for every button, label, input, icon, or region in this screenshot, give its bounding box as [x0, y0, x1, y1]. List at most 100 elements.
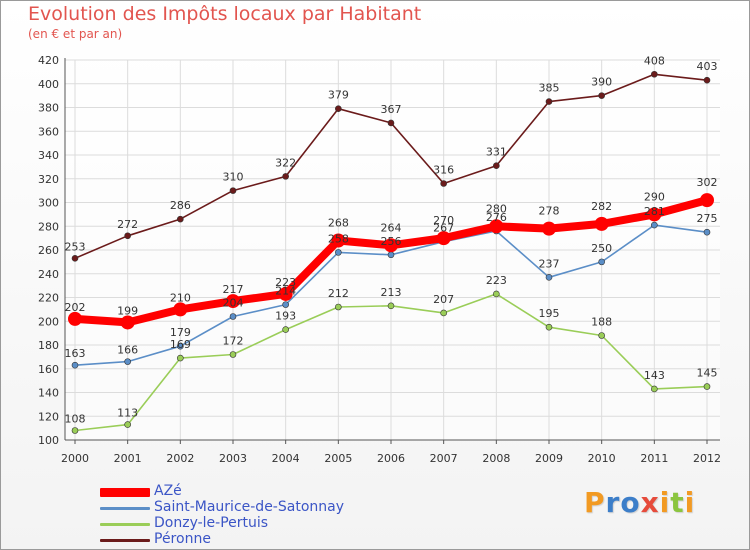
x-tick-label: 2006: [377, 452, 405, 465]
data-label: 199: [117, 304, 138, 317]
data-point: [177, 354, 184, 362]
logo-letter: o: [620, 486, 641, 519]
data-point: [651, 221, 658, 229]
data-point: [594, 216, 609, 231]
data-point: [124, 232, 131, 240]
data-point: [124, 358, 131, 365]
data-point: [545, 323, 553, 331]
data-label: 281: [644, 205, 665, 218]
data-point: [278, 286, 293, 301]
data-point: [542, 221, 556, 236]
data-point: [229, 313, 237, 320]
y-tick-label: 200: [38, 315, 59, 328]
data-point: [703, 76, 711, 84]
data-point: [177, 342, 184, 350]
y-tick-label: 140: [38, 387, 59, 400]
y-tick-label: 300: [38, 197, 59, 210]
data-label: 268: [328, 217, 349, 230]
data-point: [387, 251, 395, 259]
y-tick-label: 160: [38, 363, 59, 376]
data-label: 108: [65, 413, 86, 426]
data-label: 145: [697, 367, 718, 380]
data-point: [226, 294, 240, 309]
data-point: [335, 249, 342, 256]
data-label: 258: [328, 232, 349, 245]
proxiti-logo: Proxiti: [584, 486, 695, 519]
data-point: [229, 351, 237, 358]
y-tick-label: 420: [38, 54, 59, 67]
chart-subtitle: (en € et par an): [28, 27, 123, 41]
y-tick-label: 320: [38, 173, 59, 186]
data-label: 217: [223, 283, 244, 296]
x-tick-label: 2004: [272, 452, 300, 465]
data-label: 379: [328, 89, 349, 102]
data-point: [387, 119, 395, 127]
data-point: [282, 326, 289, 333]
x-tick-label: 2001: [114, 452, 142, 465]
data-label: 223: [275, 276, 296, 289]
data-label: 214: [275, 285, 296, 298]
legend-label: Donzy-le-Pertuis: [154, 515, 269, 531]
data-label: 163: [65, 347, 86, 360]
y-tick-label: 260: [38, 244, 59, 257]
data-label: 385: [539, 82, 560, 95]
data-label: 282: [591, 200, 612, 213]
logo-letter: i: [659, 486, 671, 519]
data-point: [229, 187, 237, 194]
logo-letter: t: [670, 486, 685, 519]
y-tick-label: 180: [38, 339, 59, 352]
y-tick-label: 220: [38, 292, 59, 305]
data-point: [71, 255, 79, 262]
data-label: 204: [223, 297, 244, 310]
data-label: 195: [539, 307, 560, 320]
line-chart: 100 120 140 160 180 200 220 240 260 280 300 320 340 3…: [38, 54, 721, 465]
data-label: 169: [170, 338, 191, 351]
x-tick-label: 2008: [482, 452, 510, 465]
data-label: 275: [697, 212, 718, 225]
data-point: [545, 274, 553, 281]
y-tick-label: 400: [38, 78, 59, 91]
data-point: [700, 193, 714, 208]
y-tick-label: 100: [38, 434, 59, 447]
y-tick-label: 240: [38, 268, 59, 281]
data-label: 403: [697, 60, 718, 73]
logo-letter: x: [640, 486, 660, 519]
data-point: [68, 311, 82, 326]
data-point: [440, 309, 447, 317]
data-point: [440, 180, 447, 187]
data-label: 179: [170, 326, 191, 339]
data-label: 264: [381, 221, 402, 234]
data-point: [124, 421, 131, 428]
x-tick-label: 2003: [219, 452, 247, 465]
data-label: 202: [65, 301, 86, 314]
data-label: 256: [381, 235, 402, 248]
data-label: 253: [65, 240, 86, 253]
data-point: [703, 383, 711, 390]
data-label: 213: [381, 286, 402, 299]
legend-label: AZé: [154, 483, 182, 499]
x-tick-label: 2000: [61, 452, 89, 465]
data-point: [331, 233, 346, 248]
data-label: 270: [433, 214, 454, 227]
data-point: [335, 105, 342, 112]
data-label: 278: [539, 205, 560, 218]
data-point: [282, 301, 289, 308]
legend-swatch: [100, 507, 150, 510]
x-tick-label: 2010: [588, 452, 616, 465]
logo-letter: i: [684, 486, 696, 519]
data-label: 210: [170, 291, 191, 304]
data-label: 212: [328, 287, 349, 300]
data-label: 310: [223, 171, 244, 184]
data-label: 390: [591, 76, 612, 89]
data-point: [489, 219, 504, 234]
y-tick-label: 340: [38, 149, 59, 162]
data-point: [436, 231, 451, 246]
data-point: [703, 228, 711, 236]
data-point: [387, 302, 395, 310]
data-label: 322: [275, 156, 296, 169]
data-label: 280: [486, 202, 507, 215]
data-point: [651, 385, 658, 393]
data-point: [282, 173, 289, 180]
chart-title: Evolution des Impôts locaux par Habitant: [28, 3, 422, 25]
data-label: 276: [486, 211, 507, 224]
